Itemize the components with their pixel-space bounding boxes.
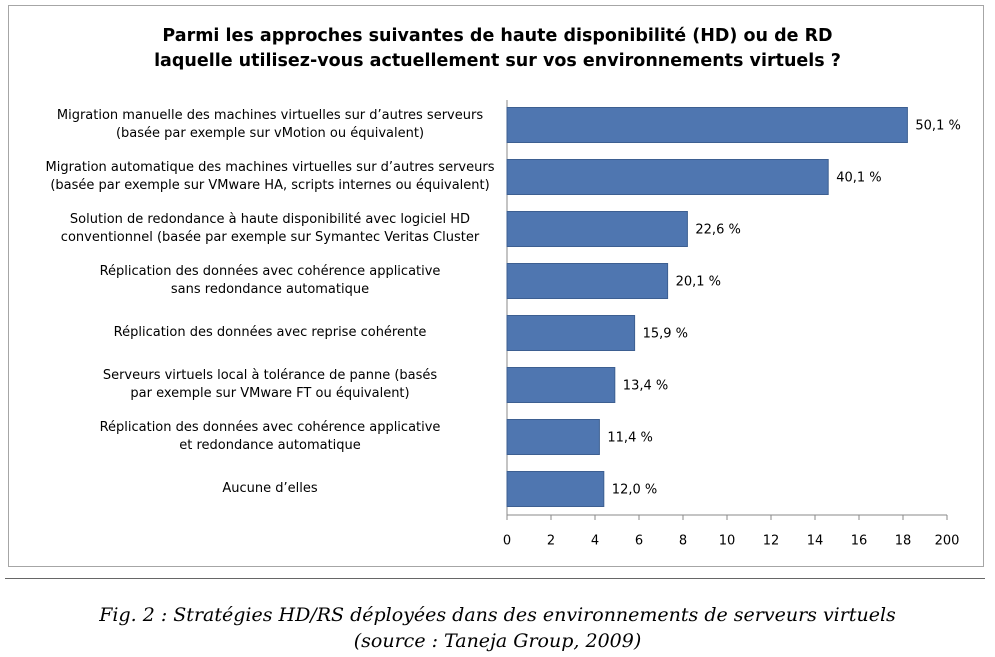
bar-label: 50,1 % (915, 119, 960, 134)
bar-label: 13,4 % (623, 379, 668, 394)
category-label: Migration automatique des machines virtu… (45, 160, 495, 193)
bar (506, 107, 908, 143)
x-tick-label: 16 (851, 534, 868, 549)
category-label: Réplication des données avec cohérence a… (99, 420, 441, 453)
category-label: Solution de redondance à haute disponibi… (60, 212, 480, 245)
bar-label: 12,0 % (612, 483, 657, 498)
bar (506, 419, 600, 455)
x-tick-label: 200 (935, 534, 960, 549)
bar (506, 159, 829, 195)
bar (506, 263, 669, 299)
category-label: Migration manuelle des machines virtuell… (56, 108, 484, 141)
bar-label: 20,1 % (676, 275, 721, 290)
bar-label: 11,4 % (607, 431, 652, 446)
bar-label: 15,9 % (643, 327, 688, 342)
x-tick-label: 12 (763, 534, 780, 549)
caption: (source : Taneja Group, 2009) (353, 630, 642, 652)
bar-label: 40,1 % (836, 171, 881, 186)
x-tick-label: 8 (679, 534, 687, 549)
bar (506, 211, 688, 247)
x-tick-label: 10 (719, 534, 736, 549)
x-tick-label: 2 (547, 534, 555, 549)
chart-frame (8, 5, 984, 567)
bar (506, 315, 636, 351)
category-label: Aucune d’elles (222, 481, 318, 496)
x-tick-label: 6 (635, 534, 643, 549)
x-tick-label: 18 (895, 534, 912, 549)
category-label: Réplication des données avec reprise coh… (113, 325, 427, 340)
x-tick-label: 4 (591, 534, 599, 549)
separator (5, 578, 985, 579)
chart-title: Parmi les approches suivantes de haute d… (154, 26, 841, 71)
bar (506, 471, 605, 507)
category-label: Serveurs virtuels local à tolérance de p… (102, 368, 438, 401)
x-tick-label: 14 (807, 534, 824, 549)
category-label: Réplication des données avec cohérence a… (99, 264, 441, 297)
x-tick-label: 0 (503, 534, 511, 549)
caption: Fig. 2 : Stratégies HD/RS déployées dans… (99, 604, 896, 626)
bar-label: 22,6 % (695, 223, 740, 238)
bar (506, 367, 616, 403)
